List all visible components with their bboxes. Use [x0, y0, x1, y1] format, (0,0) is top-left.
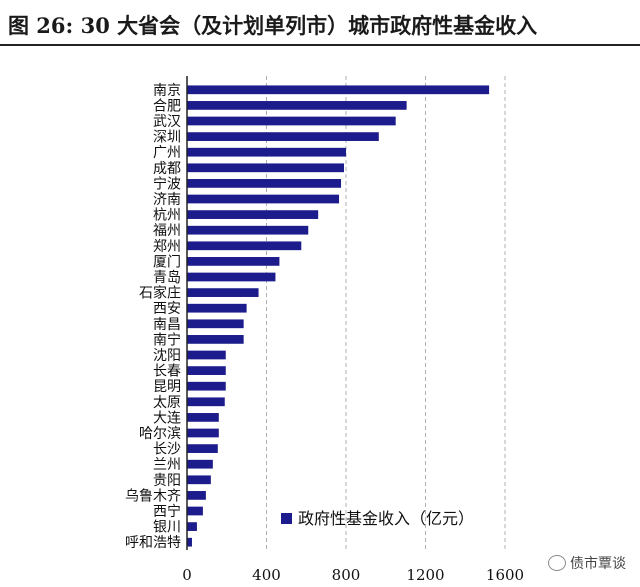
tick-labels: 0 400 800 1200 1600 — [182, 566, 524, 584]
category-label: 宁波 — [153, 175, 181, 192]
x-tick-label: 1200 — [406, 566, 444, 584]
bar — [187, 116, 396, 126]
legend-label: 政府性基金收入（亿元） — [298, 509, 474, 528]
category-label: 福州 — [153, 223, 181, 239]
category-label: 长春 — [153, 364, 181, 380]
watermark: 债市覃谈 — [548, 553, 626, 573]
x-tick-label: 0 — [182, 566, 192, 584]
bar — [187, 444, 218, 453]
grid-lines — [266, 76, 506, 550]
bar — [187, 132, 379, 141]
category-label: 南京 — [153, 83, 181, 99]
category-label: 西安 — [153, 301, 181, 317]
category-label: 青岛 — [153, 270, 181, 286]
bar — [187, 288, 259, 297]
category-labels: 南京合肥武汉深圳广州成都宁波济南杭州福州郑州厦门青岛石家庄西安南昌南宁沈阳长春昆… — [125, 83, 181, 551]
category-label: 合肥 — [153, 98, 181, 114]
bar — [187, 319, 244, 329]
x-tick-label: 800 — [332, 566, 361, 584]
x-tick-label: 400 — [252, 566, 281, 584]
bar — [187, 491, 206, 500]
category-label: 银川 — [153, 520, 181, 536]
bar — [187, 335, 244, 344]
bar — [187, 475, 211, 485]
bar — [187, 522, 197, 531]
category-label: 南宁 — [153, 331, 181, 348]
legend: 政府性基金收入（亿元） — [281, 509, 474, 528]
bar — [187, 241, 302, 251]
category-label: 太原 — [153, 395, 181, 411]
bar — [187, 459, 213, 469]
bar — [187, 413, 219, 422]
category-label: 昆明 — [153, 379, 181, 395]
category-label: 贵阳 — [153, 473, 181, 489]
category-label: 深圳 — [153, 130, 181, 146]
page-title: 图 26: 30 大省会（及计划单列市）城市政府性基金收入 — [8, 13, 538, 38]
bar — [187, 179, 342, 188]
category-label: 郑州 — [153, 239, 181, 255]
bar — [187, 506, 203, 516]
bar — [187, 101, 407, 110]
bar — [187, 397, 225, 407]
bar — [187, 428, 219, 438]
bar — [187, 210, 319, 219]
category-label: 杭州 — [153, 208, 181, 224]
bar — [187, 225, 309, 235]
category-label: 大连 — [153, 410, 181, 426]
category-label: 长沙 — [153, 442, 181, 458]
category-label: 西宁 — [153, 503, 181, 520]
category-label: 兰州 — [153, 457, 181, 473]
wechat-icon — [548, 555, 566, 571]
bar — [187, 381, 226, 391]
bar — [187, 537, 192, 547]
bar — [187, 350, 226, 360]
bar — [187, 163, 345, 173]
bars — [187, 85, 490, 547]
bar — [187, 366, 226, 375]
legend-swatch — [281, 513, 292, 524]
bar — [187, 194, 340, 204]
category-label: 乌鲁木齐 — [125, 488, 181, 504]
watermark-text: 债市覃谈 — [570, 556, 626, 572]
category-label: 石家庄 — [139, 285, 181, 302]
category-label: 呼和浩特 — [125, 535, 181, 551]
category-label: 武汉 — [153, 114, 181, 130]
x-tick-label: 1600 — [486, 566, 524, 584]
category-label: 南昌 — [153, 317, 181, 333]
category-label: 哈尔滨 — [139, 426, 181, 442]
bar — [187, 147, 346, 157]
category-label: 成都 — [153, 161, 181, 177]
bar — [187, 85, 490, 95]
bar — [187, 272, 276, 282]
title-divider — [0, 44, 640, 46]
category-label: 沈阳 — [153, 348, 181, 364]
bar — [187, 303, 247, 313]
category-label: 厦门 — [153, 254, 181, 270]
category-label: 济南 — [153, 192, 181, 208]
bar — [187, 257, 280, 266]
category-label: 广州 — [153, 145, 181, 161]
